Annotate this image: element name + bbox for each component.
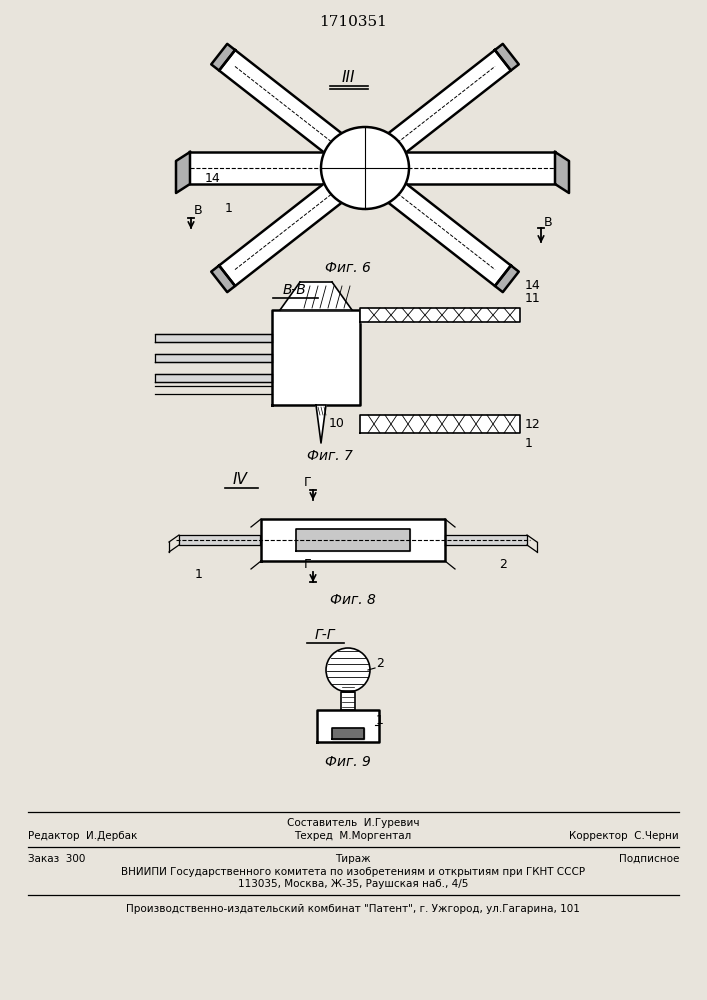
Polygon shape: [445, 535, 527, 545]
Text: Корректор  С.Черни: Корректор С.Черни: [569, 831, 679, 841]
Text: B: B: [194, 204, 202, 217]
Text: B-B: B-B: [283, 283, 307, 297]
Text: Г: Г: [304, 558, 312, 572]
Polygon shape: [495, 265, 519, 292]
Text: Производственно-издательский комбинат "Патент", г. Ужгород, ул.Гагарина, 101: Производственно-издательский комбинат "П…: [126, 904, 580, 914]
Text: B: B: [544, 216, 552, 229]
Polygon shape: [272, 310, 360, 405]
Polygon shape: [360, 308, 520, 322]
Text: 14: 14: [205, 172, 221, 184]
Text: 14: 14: [525, 279, 541, 292]
Text: Фиг. 6: Фиг. 6: [325, 261, 371, 275]
Ellipse shape: [321, 127, 409, 209]
Text: Фиг. 9: Фиг. 9: [325, 755, 371, 769]
Polygon shape: [155, 373, 272, 381]
Polygon shape: [332, 728, 364, 739]
Text: III: III: [341, 70, 355, 86]
Text: Фиг. 7: Фиг. 7: [307, 449, 353, 463]
Polygon shape: [219, 50, 511, 286]
Polygon shape: [495, 44, 519, 71]
Text: 11: 11: [525, 292, 541, 305]
Text: Фиг. 8: Фиг. 8: [330, 593, 376, 607]
Text: Тираж: Тираж: [335, 854, 370, 864]
Polygon shape: [155, 354, 272, 361]
Text: Г-Г: Г-Г: [315, 628, 335, 642]
Polygon shape: [341, 692, 355, 710]
Text: Подписное: Подписное: [619, 854, 679, 864]
Polygon shape: [261, 519, 445, 561]
Polygon shape: [211, 265, 235, 292]
Polygon shape: [176, 152, 190, 193]
Text: 1: 1: [525, 437, 533, 450]
Text: 2: 2: [376, 657, 384, 670]
Text: Редактор  И.Дербак: Редактор И.Дербак: [28, 831, 137, 841]
Text: 1: 1: [376, 714, 384, 727]
Polygon shape: [211, 44, 235, 71]
Text: Заказ  300: Заказ 300: [28, 854, 86, 864]
Text: IV: IV: [233, 473, 247, 488]
Polygon shape: [155, 334, 272, 342]
Text: ВНИИПИ Государственного комитета по изобретениям и открытиям при ГКНТ СССР: ВНИИПИ Государственного комитета по изоб…: [121, 867, 585, 877]
Text: 10: 10: [329, 417, 345, 430]
Polygon shape: [360, 415, 520, 433]
Text: 1: 1: [225, 202, 233, 215]
Text: 113035, Москва, Ж-35, Раушская наб., 4/5: 113035, Москва, Ж-35, Раушская наб., 4/5: [238, 879, 468, 889]
Polygon shape: [190, 152, 555, 184]
Text: 12: 12: [525, 418, 541, 431]
Text: 1710351: 1710351: [319, 15, 387, 29]
Text: 2: 2: [499, 558, 507, 572]
Text: 1: 1: [195, 568, 203, 582]
Circle shape: [326, 648, 370, 692]
Polygon shape: [280, 282, 352, 310]
Polygon shape: [555, 152, 569, 193]
Text: Г: Г: [304, 477, 312, 489]
Polygon shape: [316, 405, 326, 443]
Polygon shape: [296, 529, 410, 551]
Polygon shape: [317, 710, 379, 742]
Polygon shape: [179, 535, 260, 545]
Text: Составитель  И.Гуревич: Составитель И.Гуревич: [287, 818, 419, 828]
Polygon shape: [219, 50, 511, 286]
Text: Техред  М.Моргентал: Техред М.Моргентал: [294, 831, 411, 841]
